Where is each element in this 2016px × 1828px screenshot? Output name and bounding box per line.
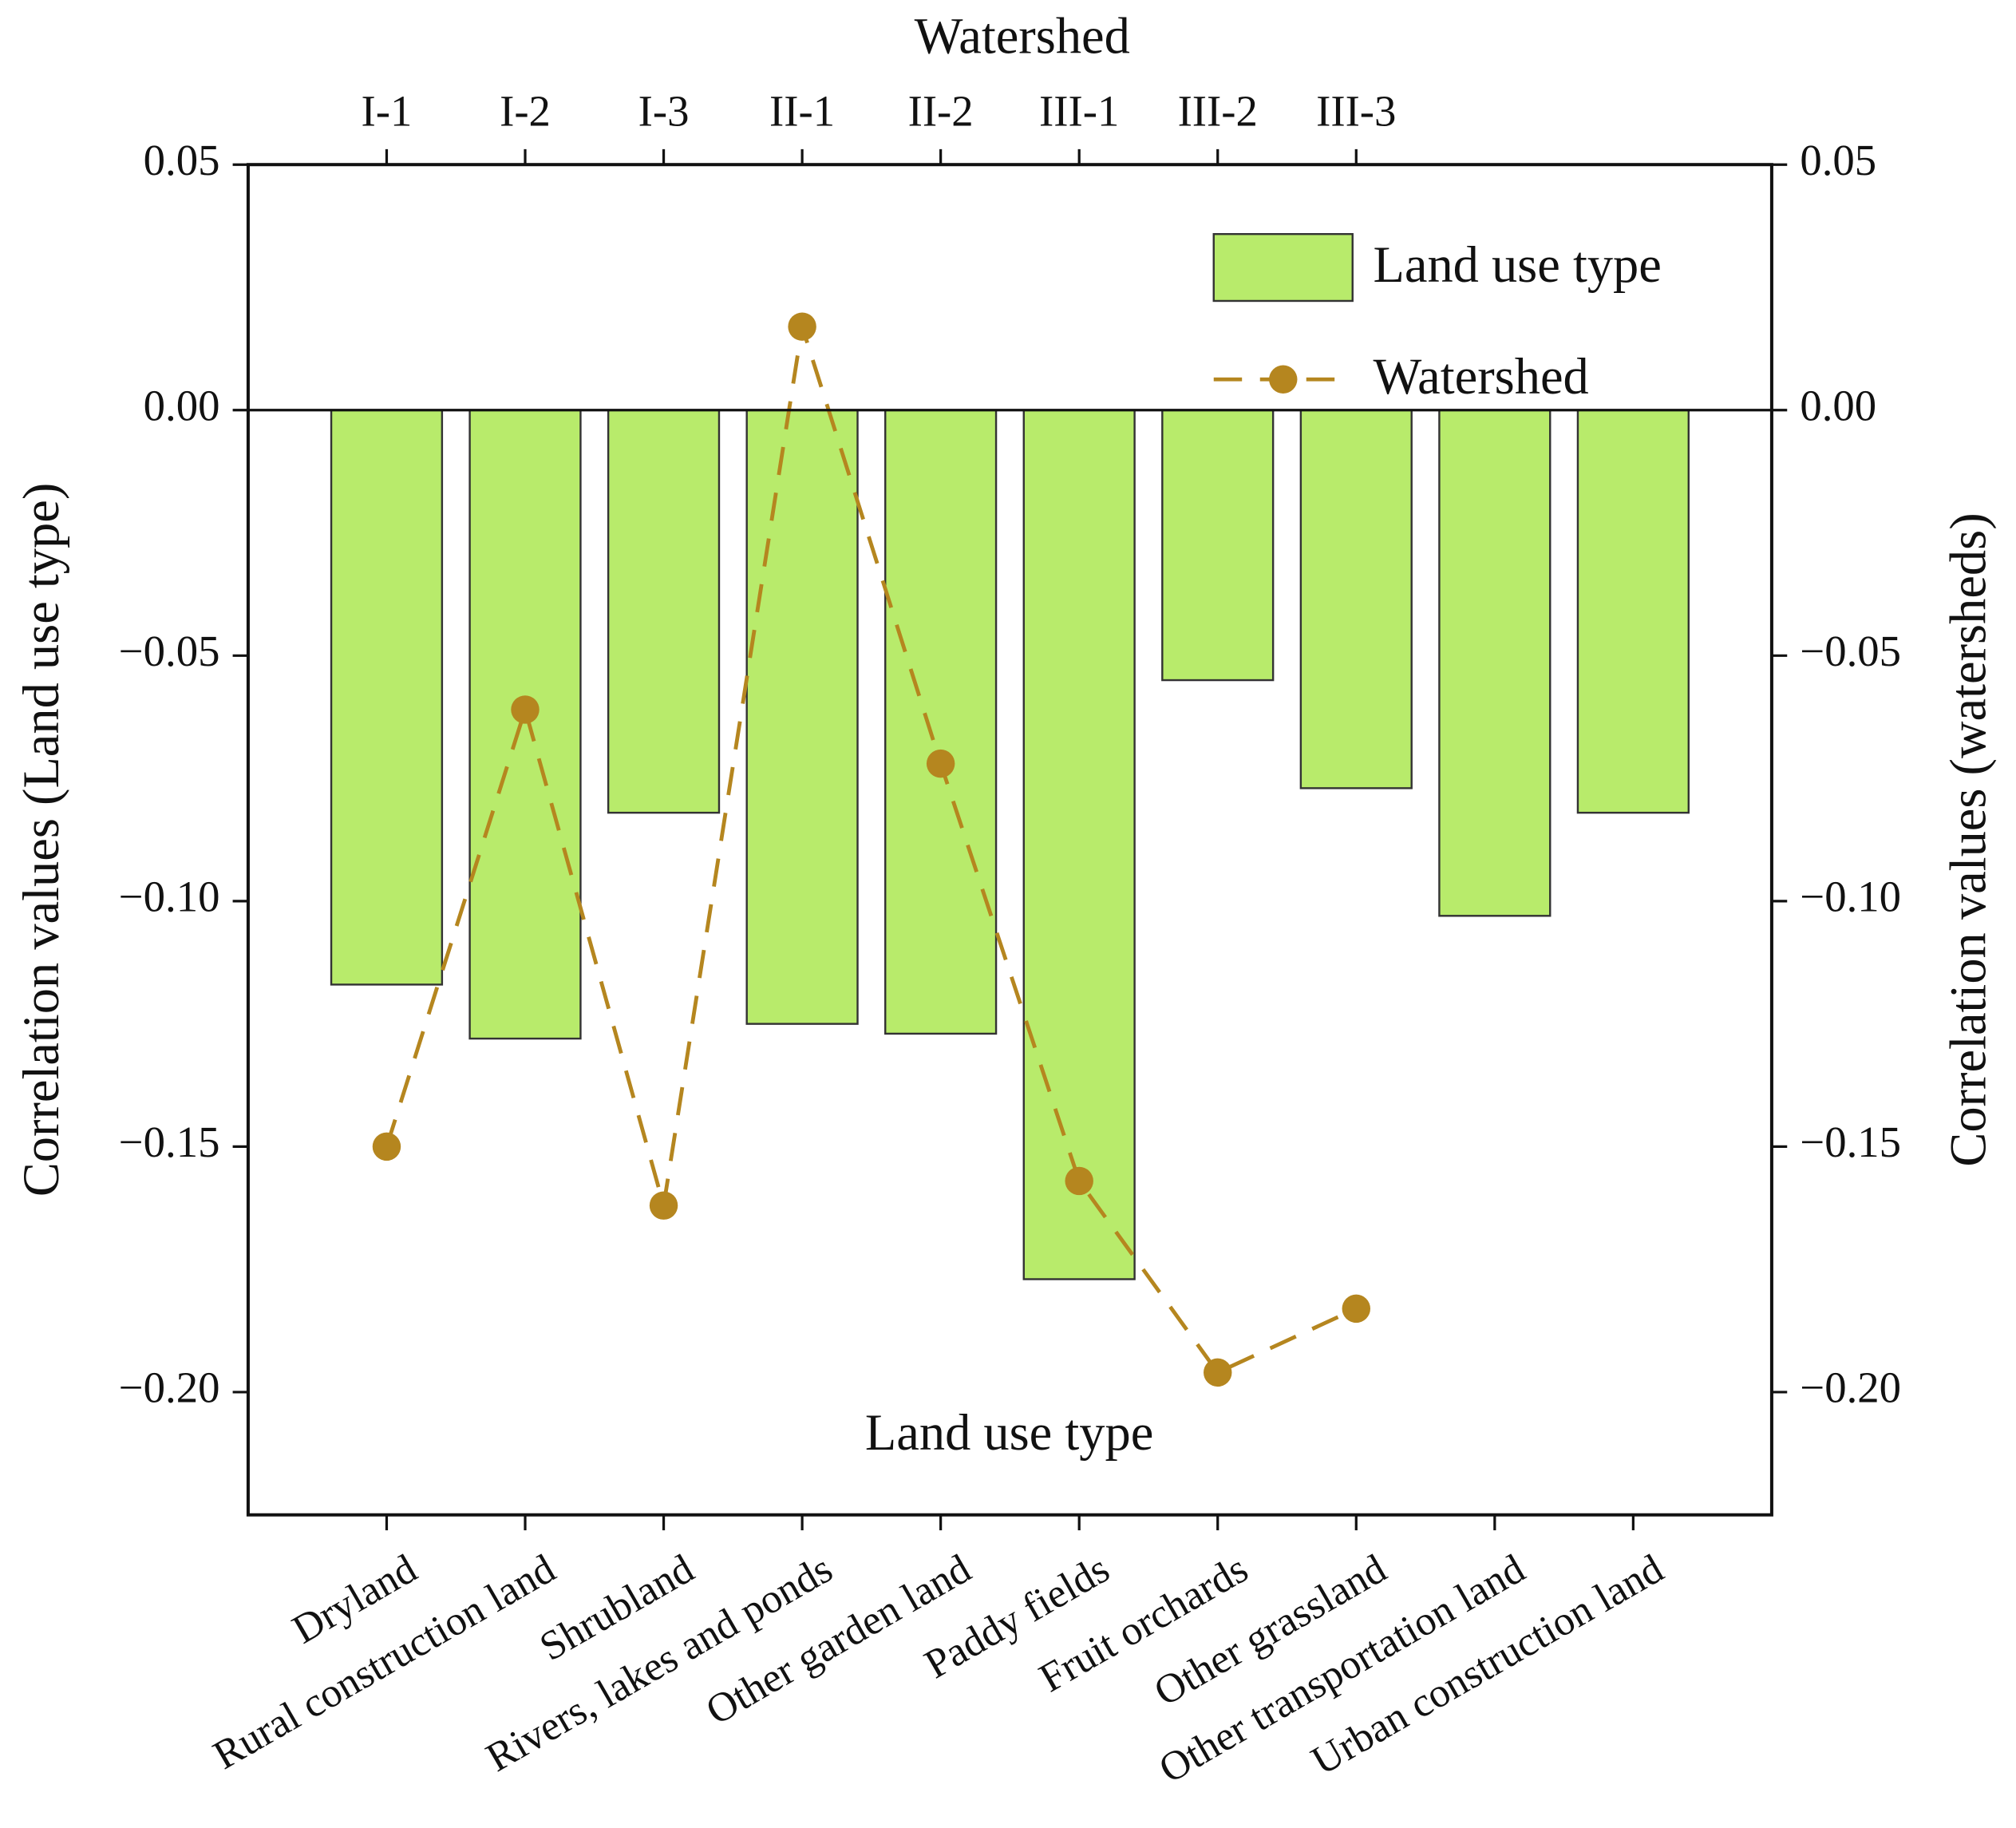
x2-tick-label: II-1 [769,87,835,136]
series-point [1065,1166,1093,1196]
y2-tick-label: 0.00 [1800,381,1876,429]
x2-tick-label: III-2 [1178,87,1258,136]
y2-tick-label: −0.15 [1800,1118,1901,1166]
y-tick-label: −0.10 [119,872,220,920]
bar [1299,409,1413,789]
series-line [385,326,1358,1375]
bar [468,409,582,1040]
x2-tick-label: II-2 [908,87,974,136]
series-point [649,1191,678,1220]
bar [330,409,444,986]
legend-label: Land use type [1374,236,1662,293]
y2-tick-label: −0.20 [1800,1363,1901,1412]
series-point [926,749,955,778]
y2-tick-label: −0.05 [1800,627,1901,675]
y2-axis-title: Correlation values (watersheds) [1940,512,1997,1166]
legend-swatch [1212,232,1354,303]
bar [745,409,859,1025]
y-tick-label: −0.20 [119,1363,220,1412]
legend-marker [1269,365,1298,394]
series-point [1342,1294,1371,1324]
x2-tick-label: III-3 [1316,87,1396,136]
y-tick-label: 0.00 [144,381,220,429]
y2-tick-label: −0.10 [1800,872,1901,920]
bar [607,409,721,814]
x2-tick-label: III-1 [1039,87,1119,136]
chart-title: Watershed [915,7,1130,64]
y-axis-title: Correlation values (Land use type) [13,483,69,1197]
plot-frame [246,163,1773,1517]
bar [1022,409,1136,1280]
series-point [372,1132,401,1161]
x2-tick-label: I-1 [362,87,413,136]
x2-tick-label: I-3 [638,87,690,136]
series-point [788,312,816,341]
y2-tick-label: 0.05 [1800,136,1876,184]
bar [884,409,998,1035]
series-point [1204,1358,1232,1387]
y-tick-label: −0.05 [119,627,220,675]
y-tick-label: 0.05 [144,136,220,184]
x2-tick-label: I-2 [500,87,551,136]
bar [1438,409,1552,917]
x-axis-title: Land use type [865,1404,1153,1461]
series-point [511,695,540,724]
bar [1576,409,1690,814]
bar [1161,409,1275,682]
legend-label: Watershed [1374,348,1589,405]
y-tick-label: −0.15 [119,1118,220,1166]
